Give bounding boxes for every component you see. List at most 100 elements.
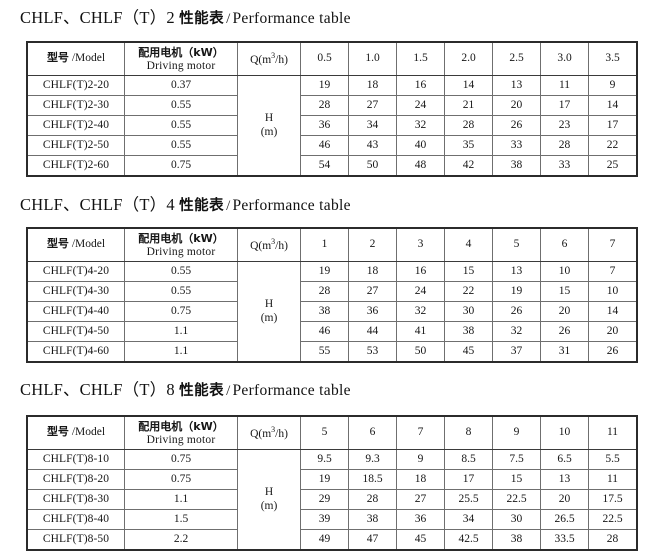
- header-cell-flow-value: 8: [444, 415, 493, 450]
- cell-motor-power: 0.75: [124, 449, 238, 470]
- head-symbol: H: [264, 112, 274, 125]
- cell-model: CHLF(T)8-50: [26, 529, 125, 551]
- table-header-row: 型号 /Model 配用电机（kW） Driving motor Q(m3/h) 1 2 3…: [26, 227, 638, 262]
- cell-head-value: 28: [588, 529, 638, 551]
- section-title-brand: CHLF、CHLF（T）8: [20, 380, 175, 399]
- cell-head-value: 30: [444, 301, 493, 322]
- section-title-separator: /: [226, 383, 231, 399]
- cell-head-value: 11: [588, 469, 638, 490]
- header-cell-flow-value: 9: [492, 415, 541, 450]
- cell-head-value: 26: [540, 321, 589, 342]
- cell-head-value: 41: [396, 321, 445, 342]
- performance-table-chlf4: 型号 /Model 配用电机（kW） Driving motor Q(m3/h) 1 2 3…: [26, 227, 638, 363]
- table-row: CHLF(T)2-30 0.55 28 27 24 21 20 17 14: [26, 95, 638, 116]
- flow-label-suffix: /h): [275, 427, 288, 440]
- header-cell-flow-value: 0.5: [300, 41, 349, 76]
- cell-motor-power: 0.55: [124, 135, 238, 156]
- cell-head-value: 36: [348, 301, 397, 322]
- cell-head-value: 26: [492, 115, 541, 136]
- section-title-brand: CHLF、CHLF（T）4: [20, 195, 175, 214]
- cell-head-value: 48: [396, 155, 445, 177]
- cell-model: CHLF(T)2-20: [26, 75, 125, 96]
- cell-model: CHLF(T)2-60: [26, 155, 125, 177]
- cell-model: CHLF(T)2-50: [26, 135, 125, 156]
- cell-head-value: 9.5: [300, 449, 349, 470]
- section-title-cn: 性能表: [179, 198, 225, 214]
- cell-head-value: 36: [396, 509, 445, 530]
- section-title-chlf2: CHLF、CHLF（T）2 性能表 / Performance table: [20, 8, 351, 27]
- header-cell-flow-value: 2.5: [492, 41, 541, 76]
- header-cell-driving-motor: 配用电机（kW） Driving motor: [124, 227, 238, 262]
- cell-model: CHLF(T)2-40: [26, 115, 125, 136]
- section-title-separator: /: [226, 11, 231, 27]
- cell-model: CHLF(T)4-20: [26, 261, 125, 282]
- table-row: CHLF(T)2-40 0.55 36 34 32 28 26 23 17: [26, 115, 638, 136]
- header-motor-en: Driving motor: [146, 59, 216, 72]
- table-row: CHLF(T)8-40 1.5 39 38 36 34 30 26.5 22.5: [26, 509, 638, 530]
- cell-head-value: 17: [540, 95, 589, 116]
- cell-head-value: 34: [444, 509, 493, 530]
- cell-head-value: 26.5: [540, 509, 589, 530]
- section-title-en: Performance table: [232, 382, 351, 399]
- header-cell-flow-value: 7: [588, 227, 638, 262]
- cell-model: CHLF(T)2-30: [26, 95, 125, 116]
- cell-head-value: 43: [348, 135, 397, 156]
- header-cell-flow-value: 6: [540, 227, 589, 262]
- table-header-row: 型号 /Model 配用电机（kW） Driving motor Q(m3/h) 5 6 7…: [26, 415, 638, 450]
- cell-head-value: 17: [588, 115, 638, 136]
- header-cell-flow-value: 1.0: [348, 41, 397, 76]
- cell-head-value: 17: [444, 469, 493, 490]
- cell-head-value: 24: [396, 281, 445, 302]
- header-cell-flow-label: Q(m3/h): [237, 227, 301, 262]
- header-cell-model: 型号 /Model: [26, 227, 125, 262]
- cell-model: CHLF(T)4-50: [26, 321, 125, 342]
- cell-head-value: 8.5: [444, 449, 493, 470]
- cell-head-value: 50: [348, 155, 397, 177]
- cell-head-value: 31: [540, 341, 589, 363]
- cell-head-value: 36: [300, 115, 349, 136]
- flow-label-suffix: /h): [275, 53, 288, 66]
- cell-head-value: 22.5: [492, 489, 541, 510]
- cell-head-value: 18: [348, 75, 397, 96]
- cell-head-value: 54: [300, 155, 349, 177]
- cell-model: CHLF(T)8-30: [26, 489, 125, 510]
- table-header-row: 型号 /Model 配用电机（kW） Driving motor Q(m3/h) 0.5…: [26, 41, 638, 76]
- cell-head-value: 28: [540, 135, 589, 156]
- header-cell-flow-value: 10: [540, 415, 589, 450]
- section-title-brand: CHLF、CHLF（T）2: [20, 8, 175, 27]
- cell-model: CHLF(T)8-40: [26, 509, 125, 530]
- flow-label-exponent: 3: [271, 236, 276, 246]
- cell-head-value: 24: [396, 95, 445, 116]
- header-model-separator: /: [68, 52, 76, 65]
- cell-head-value: 16: [396, 75, 445, 96]
- header-model-cn: 型号: [46, 237, 69, 251]
- cell-head-value: 16: [396, 261, 445, 282]
- header-cell-model: 型号 /Model: [26, 41, 125, 76]
- cell-head-value: 46: [300, 135, 349, 156]
- table-row: CHLF(T)2-50 0.55 46 43 40 35 33 28 22: [26, 135, 638, 156]
- cell-head-value: 21: [444, 95, 493, 116]
- cell-head-value: 47: [348, 529, 397, 551]
- cell-head-value: 28: [444, 115, 493, 136]
- cell-motor-power: 0.55: [124, 115, 238, 136]
- table-row: CHLF(T)8-20 0.75 19 18.5 18 17 15 13 11: [26, 469, 638, 490]
- cell-head-value: 40: [396, 135, 445, 156]
- cell-head-value: 55: [300, 341, 349, 363]
- cell-head-value: 10: [540, 261, 589, 282]
- cell-head-value: 27: [348, 95, 397, 116]
- cell-head-value: 9: [588, 75, 638, 96]
- cell-head-value: 25: [588, 155, 638, 177]
- cell-head-value: 38: [492, 529, 541, 551]
- cell-head-value: 19: [300, 469, 349, 490]
- cell-head-value: 19: [300, 75, 349, 96]
- cell-head-value: 28: [300, 95, 349, 116]
- cell-head-value: 32: [492, 321, 541, 342]
- table-row: CHLF(T)8-30 1.1 29 28 27 25.5 22.5 20 17.5: [26, 489, 638, 510]
- cell-head-value: 11: [540, 75, 589, 96]
- cell-model: CHLF(T)4-30: [26, 281, 125, 302]
- cell-head-value: 17.5: [588, 489, 638, 510]
- header-cell-flow-value: 5: [492, 227, 541, 262]
- cell-head-value: 28: [300, 281, 349, 302]
- cell-motor-power: 0.37: [124, 75, 238, 96]
